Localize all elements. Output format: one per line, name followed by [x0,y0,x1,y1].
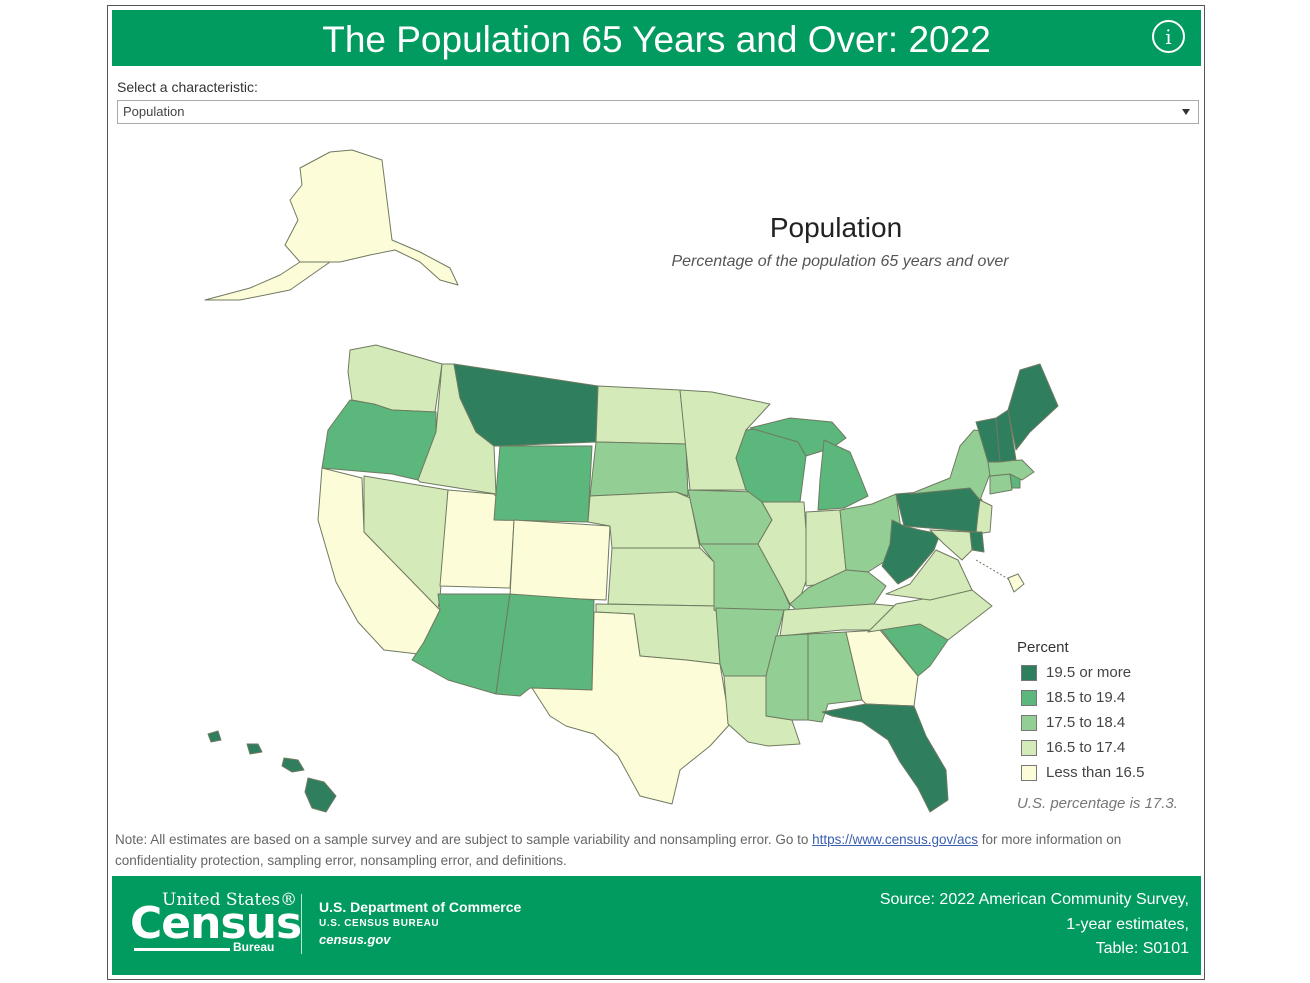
state-mi-lower[interactable] [817,439,869,511]
dropdown-arrow-icon [1182,109,1190,115]
dc-leader-line [975,559,1011,581]
census-website-link[interactable]: census.gov [319,932,391,947]
state-hi-big[interactable] [304,777,337,813]
footnote-suffix: for more information on confidentiality … [115,832,1122,868]
legend-title: Percent [1017,639,1069,656]
map-title: Population [769,212,903,243]
footer-bar: United States® Census Bureau U.S. Depart… [112,876,1201,975]
state-ak[interactable] [284,149,459,286]
source-line: 1-year estimates, [1066,916,1189,933]
legend-label: Less than 16.5 [1046,764,1145,781]
legend-label: 17.5 to 18.4 [1046,714,1126,731]
state-co[interactable] [509,519,611,601]
map-subtitle: Percentage of the population 65 years an… [671,253,1009,270]
legend-swatch [1021,665,1037,681]
footnote-prefix: Note: All estimates are based on a sampl… [115,832,809,847]
state-wv[interactable] [881,519,941,585]
state-wy[interactable] [493,445,593,523]
state-ks[interactable] [607,547,717,607]
state-nd[interactable] [595,385,687,445]
state-mi[interactable] [749,417,847,457]
legend-label: 19.5 or more [1046,664,1132,681]
state-ma[interactable] [987,459,1035,481]
department-name: U.S. Department of Commerce [319,899,522,915]
characteristic-label: Select a characteristic: [117,79,258,95]
page-title: The Population 65 Years and Over: 2022 [322,19,991,60]
state-nm[interactable] [495,593,595,697]
state-or[interactable] [321,399,437,481]
state-fl[interactable] [821,703,949,813]
characteristic-dropdown[interactable]: Population [117,100,1199,124]
footnote: Note: All estimates are based on a sampl… [115,829,1195,871]
bureau-name: U.S. CENSUS BUREAU [319,918,440,929]
state-hi-kauai[interactable] [207,730,222,743]
legend-swatch [1021,740,1037,756]
state-tx[interactable] [531,611,731,805]
logo-united-states: United States® [162,890,298,910]
logo-census: Census [130,898,302,949]
state-nj[interactable] [975,499,993,535]
state-nc[interactable] [867,589,993,641]
state-hi-maui[interactable] [281,757,305,773]
state-md[interactable] [929,529,973,561]
footer-divider [301,894,302,954]
logo-bureau: Bureau [233,940,275,954]
legend-swatch [1021,690,1037,706]
source-line: Source: 2022 American Community Survey, [879,891,1189,908]
state-me[interactable] [1007,363,1059,451]
legend-label: 16.5 to 17.4 [1046,739,1126,756]
state-dc-box[interactable] [1007,573,1025,593]
state-ak-peninsula[interactable] [204,261,331,301]
state-va[interactable] [885,549,973,601]
source-line: Table: S0101 [1095,940,1189,957]
legend-swatch [1021,715,1037,731]
acs-link[interactable]: https://www.census.gov/acs [812,832,978,847]
legend-swatch [1021,765,1037,781]
state-ct[interactable] [989,473,1013,495]
state-nh[interactable] [995,409,1017,463]
logo-underline [134,948,230,951]
characteristic-selected-value: Population [123,104,185,119]
header-bar: The Population 65 Years and Over: 2022 i [112,10,1201,66]
state-ny[interactable] [909,429,991,501]
legend-label: 18.5 to 19.4 [1046,689,1126,706]
us-percentage-note: U.S. percentage is 17.3. [1017,795,1178,812]
state-hi-oahu[interactable] [246,743,263,755]
info-icon[interactable]: i [1152,20,1185,53]
state-pa[interactable] [895,487,983,533]
state-sd[interactable] [589,441,689,497]
